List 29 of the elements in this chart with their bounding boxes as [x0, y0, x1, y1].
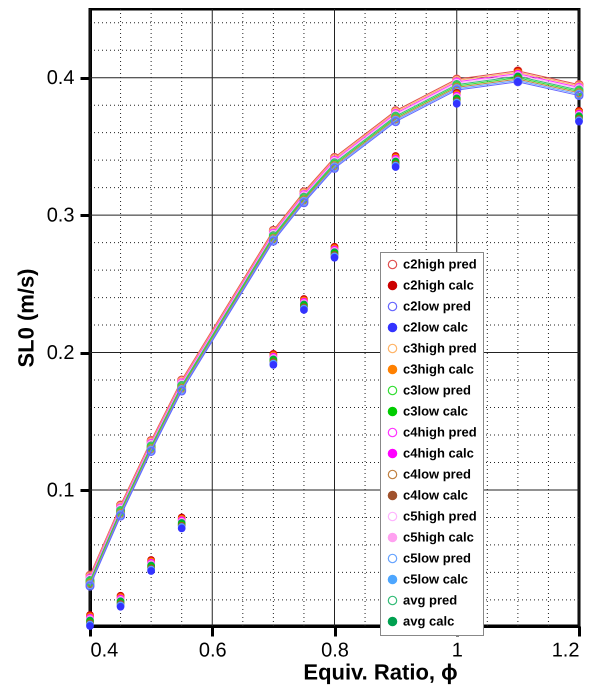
x-tick-label: 1 [452, 640, 463, 662]
legend-label: c4low calc [403, 488, 468, 502]
legend-label: c5high calc [403, 530, 474, 544]
y-tick-label: 0.1 [46, 479, 74, 502]
legend-label: c3high pred [403, 340, 477, 356]
x-tick-label: 0.4 [90, 640, 118, 662]
y-tick-label: 0.4 [46, 67, 74, 90]
legend-label: c3high calc [403, 362, 474, 376]
legend-label: c3low calc [403, 404, 468, 418]
x-tick-label: 1.2 [552, 640, 580, 662]
legend-label: c2high pred [403, 256, 477, 272]
legend-label: avg calc [403, 614, 454, 628]
legend-label: avg pred [403, 592, 458, 608]
legend-label: c5high pred [403, 508, 477, 524]
y-axis-title: SL0 (m/s) [14, 268, 39, 368]
y-tick-label: 0.2 [46, 342, 74, 364]
legend-label: c2low calc [403, 320, 468, 334]
x-axis-title: Equiv. Ratio, ϕ [303, 660, 458, 684]
legend-label: c4low pred [403, 466, 471, 482]
legend-label: c4high calc [403, 446, 474, 460]
legend-label: c3low pred [403, 382, 471, 398]
y-tick-label: 0.3 [46, 204, 74, 227]
legend-label: c5low pred [403, 550, 471, 566]
legend-label: c2low pred [403, 298, 471, 314]
legend-label: c4high pred [403, 424, 477, 440]
legend-label: c5low calc [403, 572, 468, 586]
x-tick-label: 0.6 [198, 640, 227, 662]
legend-label: c2high calc [403, 278, 474, 292]
x-tick-label: 0.8 [321, 640, 349, 662]
